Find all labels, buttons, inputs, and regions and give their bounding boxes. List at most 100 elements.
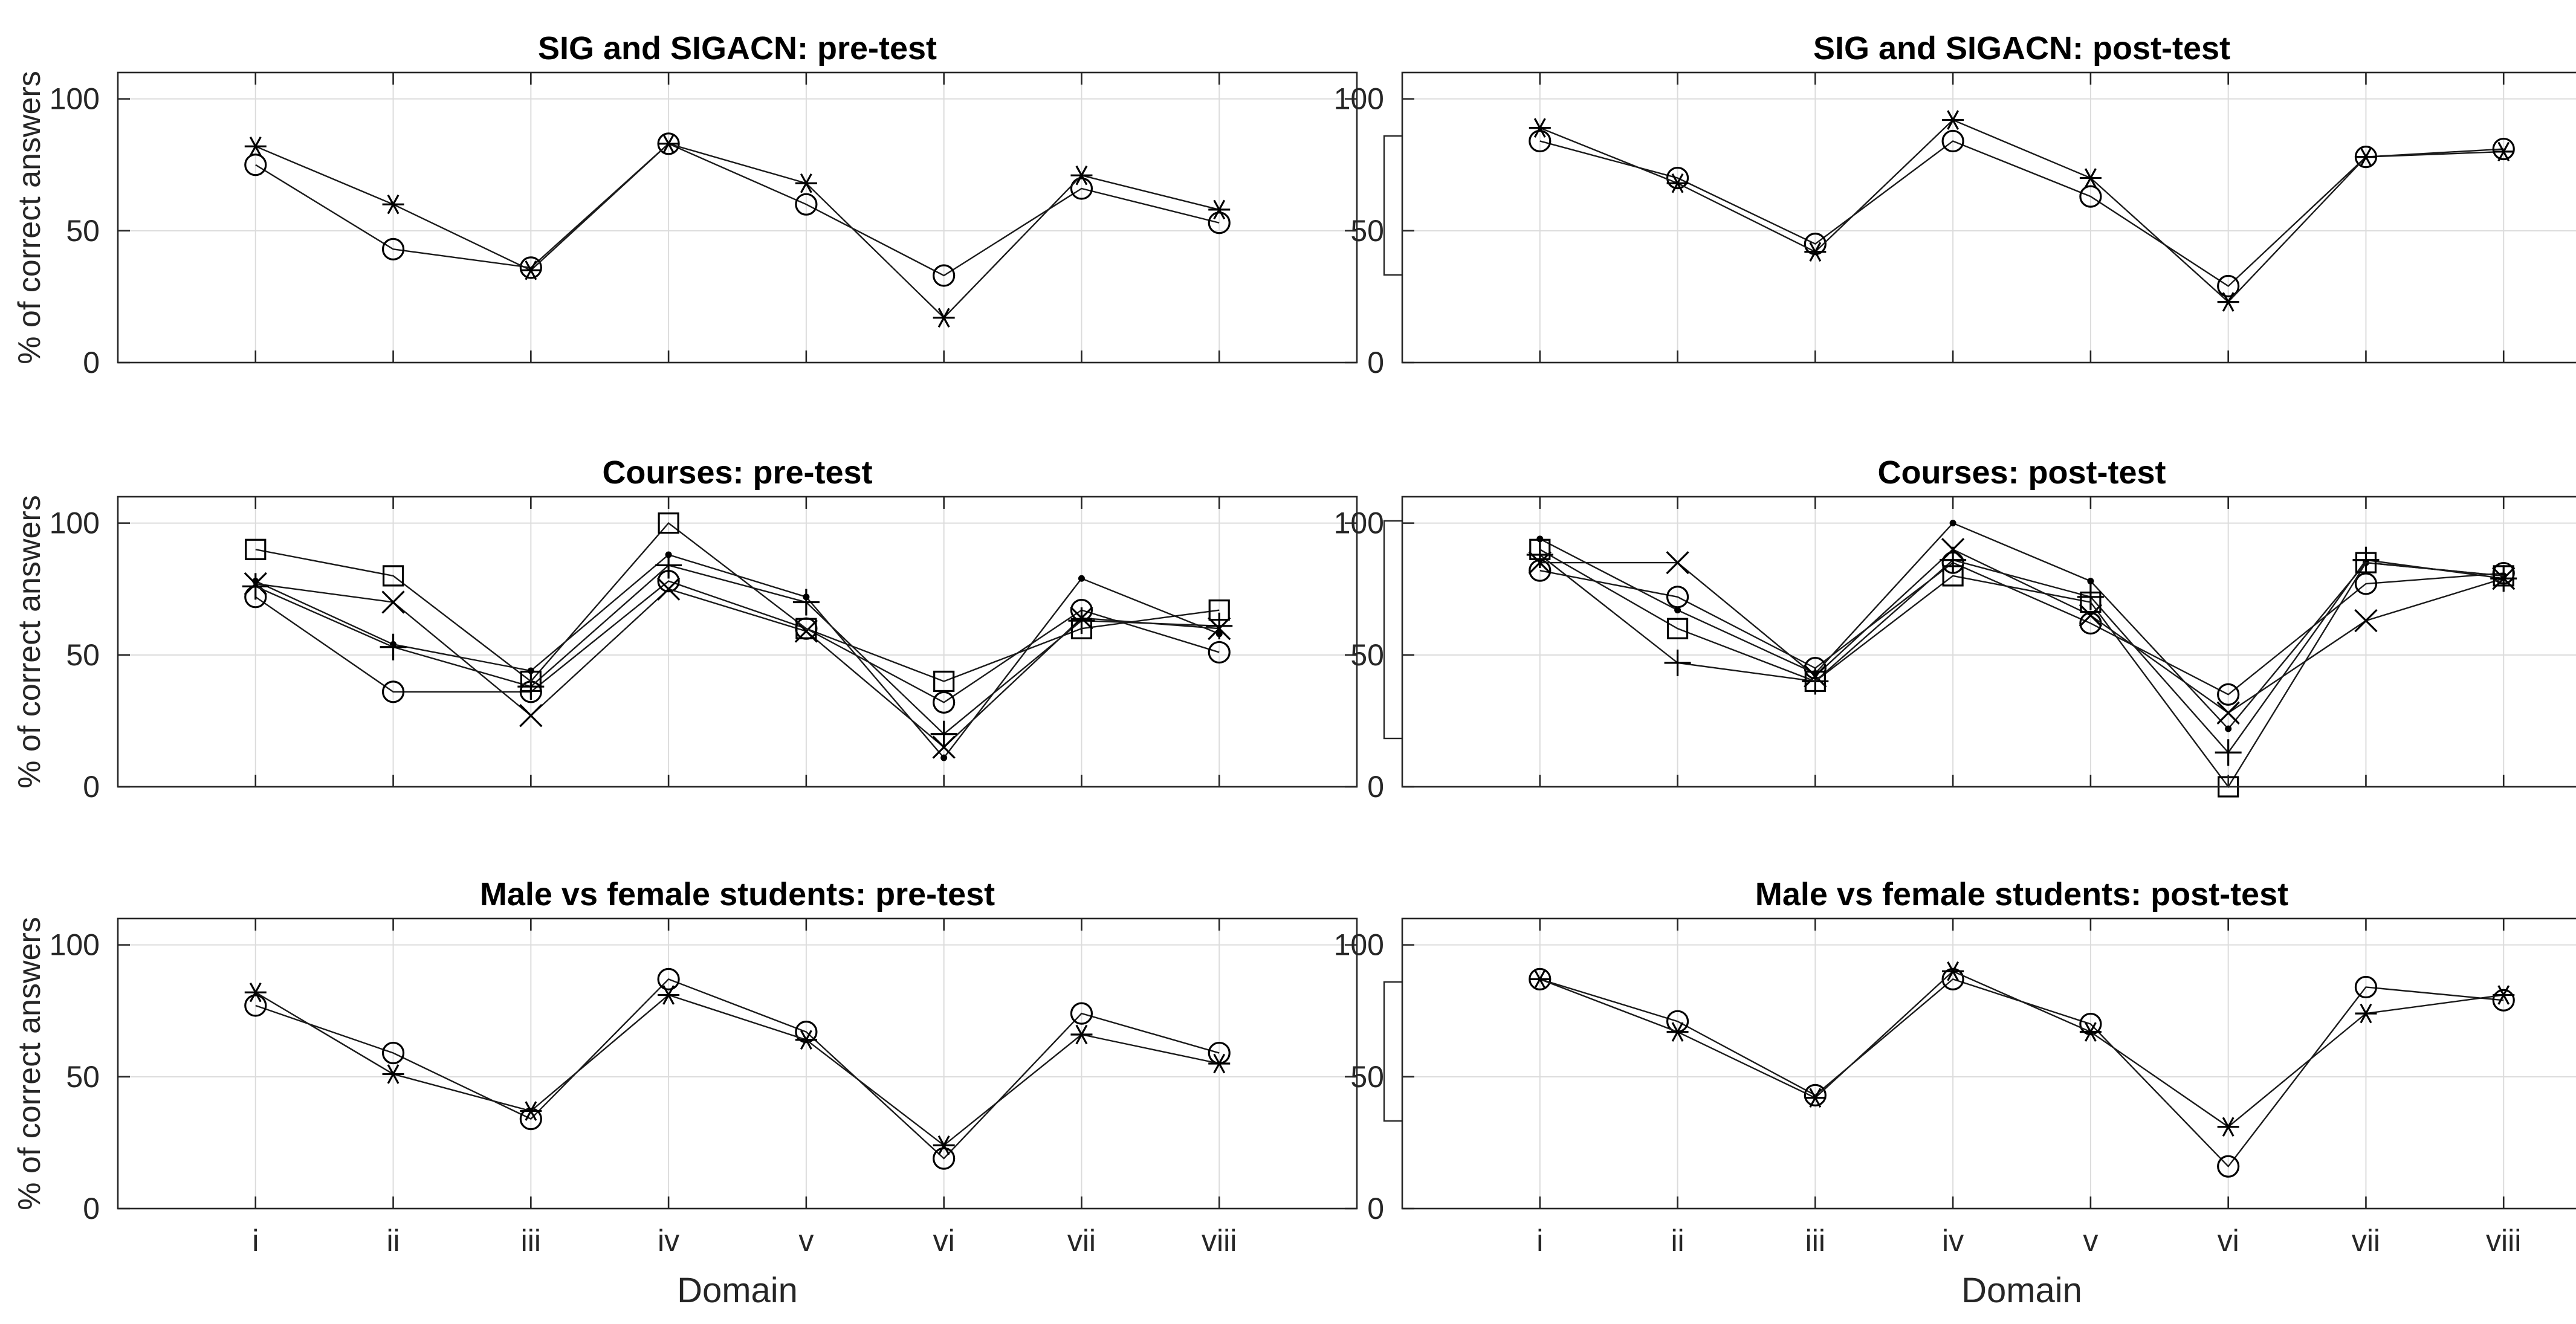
data-point <box>1942 110 1964 130</box>
chart-title: Courses: pre-test <box>602 454 872 491</box>
data-point <box>2492 989 2515 1012</box>
data-point <box>795 1030 817 1050</box>
x-tick-label: viii <box>1202 1224 1237 1258</box>
marker-asterisk-stroke <box>525 1101 537 1121</box>
x-tick-label: vii <box>1067 1224 1096 1258</box>
marker-x-stroke <box>2216 701 2240 725</box>
data-point <box>2079 168 2102 188</box>
data-point <box>381 590 405 614</box>
data-point <box>244 982 267 1003</box>
marker-asterisk-stroke <box>1947 961 1960 981</box>
series-line-2 <box>1539 119 2504 303</box>
data-point <box>1206 612 1233 639</box>
data-point <box>520 670 542 693</box>
marker-circle-shape <box>1666 166 1689 190</box>
marker-circle-shape <box>1208 212 1231 234</box>
marker-circle-shape <box>933 691 956 714</box>
y-tick-label: 0 <box>1367 1192 1384 1226</box>
data-point <box>1804 1088 1827 1108</box>
x-axis-label: Domain <box>1961 1271 2082 1310</box>
series-line-1 <box>255 143 1220 277</box>
marker-asterisk-stroke <box>387 194 400 215</box>
x-tick-label: iii <box>521 1224 541 1258</box>
data-point <box>2354 609 2378 633</box>
axes-box <box>1401 917 2576 1210</box>
data-point <box>933 264 956 287</box>
data-point <box>1674 607 1681 614</box>
data-point <box>519 1108 542 1131</box>
marker-asterisk-stroke <box>1075 165 1088 186</box>
data-point <box>244 994 267 1017</box>
marker-square-shape <box>382 565 404 587</box>
marker-circle-shape <box>519 256 542 279</box>
data-point <box>1529 118 1551 138</box>
marker-circle-shape <box>795 193 818 216</box>
y-tick-label: 0 <box>83 346 100 379</box>
marker-asterisk-stroke <box>2084 1022 2097 1042</box>
marker-asterisk-stroke <box>1533 969 1546 989</box>
series-line-5 <box>255 522 1220 683</box>
data-point <box>1208 1053 1231 1074</box>
data-point <box>1666 173 1689 193</box>
marker-asterisk-stroke <box>2360 1003 2372 1024</box>
marker-square-shape <box>1208 599 1230 621</box>
data-point <box>2079 1012 2102 1036</box>
marker-circle-shape <box>1529 129 1552 153</box>
data-point <box>795 618 817 639</box>
data-point <box>933 1147 956 1170</box>
data-point <box>1666 166 1689 190</box>
x-tick-label: vi <box>2218 1224 2239 1258</box>
chart-title: Male vs female students: pre-test <box>480 876 995 912</box>
data-point <box>1208 599 1230 621</box>
data-point <box>519 704 543 728</box>
marker-asterisk-stroke <box>1671 1022 1684 1042</box>
y-tick-label: 100 <box>50 506 100 540</box>
marker-asterisk-stroke <box>662 134 675 154</box>
data-point <box>2493 565 2514 587</box>
marker-x-stroke <box>656 577 681 601</box>
y-tick-label: 50 <box>66 1060 100 1094</box>
marker-asterisk-stroke <box>249 982 262 1003</box>
marker-circle-shape <box>795 1021 818 1044</box>
marker-square-shape <box>2493 565 2514 587</box>
data-point <box>657 967 680 990</box>
marker-circle-shape <box>1804 1083 1827 1106</box>
y-tick-label: 100 <box>1334 506 1384 540</box>
x-tick-label: viii <box>2486 1224 2521 1258</box>
x-tick-label: ii <box>386 1224 400 1258</box>
data-point <box>1666 618 1689 639</box>
x-tick-label: i <box>252 1224 259 1258</box>
plot-area <box>118 497 1357 787</box>
data-point <box>1940 546 1967 573</box>
y-tick-label: 100 <box>1334 928 1384 962</box>
y-tick-label: 100 <box>50 928 100 962</box>
y-tick-label: 50 <box>1350 638 1384 672</box>
marker-dot-shape <box>1674 607 1681 614</box>
data-point <box>1941 129 1964 153</box>
data-point <box>1804 233 1827 256</box>
marker-asterisk-stroke <box>800 173 812 193</box>
marker-x-stroke <box>2079 604 2103 627</box>
marker-circle-shape <box>657 967 680 990</box>
data-point <box>242 573 269 600</box>
marker-asterisk-stroke <box>1809 242 1822 262</box>
data-point <box>2087 578 2094 585</box>
data-point <box>1070 177 1093 200</box>
marker-asterisk-stroke <box>249 136 262 157</box>
data-point <box>1208 641 1231 664</box>
marker-asterisk-stroke <box>1213 1053 1226 1074</box>
marker-asterisk-stroke <box>525 260 537 280</box>
x-tick-label: vi <box>933 1224 955 1258</box>
data-point <box>2355 552 2377 573</box>
data-point <box>1078 575 1085 582</box>
marker-circle-shape <box>2079 185 2102 208</box>
data-point <box>1804 1083 1827 1106</box>
marker-asterisk-stroke <box>2084 168 2097 188</box>
marker-asterisk-stroke <box>1671 173 1684 193</box>
marker-x-stroke <box>381 590 405 614</box>
marker-circle-shape <box>1941 967 1964 990</box>
axes-box <box>117 917 1358 1210</box>
